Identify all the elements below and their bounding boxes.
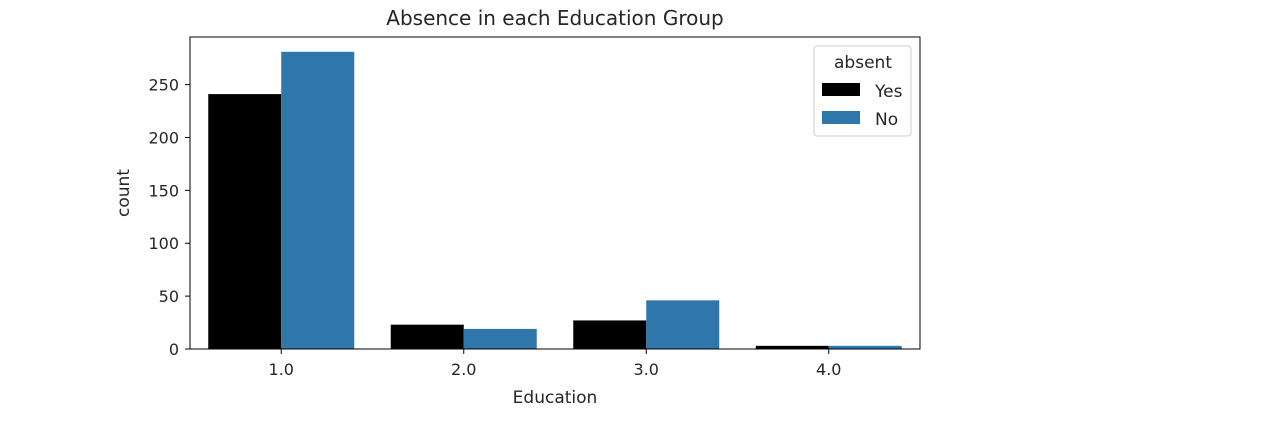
legend-title: absent — [834, 53, 892, 73]
y-tick-label: 150 — [148, 181, 179, 200]
plot-frame — [189, 36, 921, 350]
bar-yes-1-0 — [208, 94, 282, 349]
legend-label-no: No — [875, 110, 898, 130]
legend-items: Yes No — [822, 82, 903, 130]
bar-yes-4-0 — [755, 345, 829, 349]
bar-no-2-0 — [463, 328, 537, 349]
bars-group — [208, 51, 902, 350]
x-axis-ticks: 1.0 2.0 3.0 4.0 — [269, 349, 841, 379]
x-tick-label: 3.0 — [634, 360, 659, 379]
x-tick-label: 4.0 — [816, 360, 841, 379]
legend-swatch-yes — [822, 83, 860, 96]
x-tick-label: 1.0 — [269, 360, 294, 379]
y-axis-ticks: 0 50 100 150 200 250 — [148, 76, 190, 359]
bar-yes-3-0 — [573, 320, 647, 349]
y-axis-title: count — [114, 169, 134, 217]
chart-title: Absence in each Education Group — [386, 6, 723, 30]
legend-swatch-no — [822, 111, 860, 124]
bar-yes-2-0 — [390, 324, 464, 349]
x-axis-title: Education — [513, 388, 598, 408]
y-tick-label: 50 — [159, 287, 179, 306]
bar-no-4-0 — [828, 345, 902, 349]
y-tick-label: 100 — [148, 234, 179, 253]
y-tick-label: 0 — [169, 340, 179, 359]
y-tick-label: 250 — [148, 76, 179, 95]
bar-no-1-0 — [281, 51, 355, 350]
legend-label-yes: Yes — [874, 82, 903, 102]
bar-no-3-0 — [646, 300, 720, 349]
legend: absent Yes No — [813, 45, 912, 137]
y-tick-label: 200 — [148, 128, 179, 147]
x-tick-label: 2.0 — [451, 360, 476, 379]
